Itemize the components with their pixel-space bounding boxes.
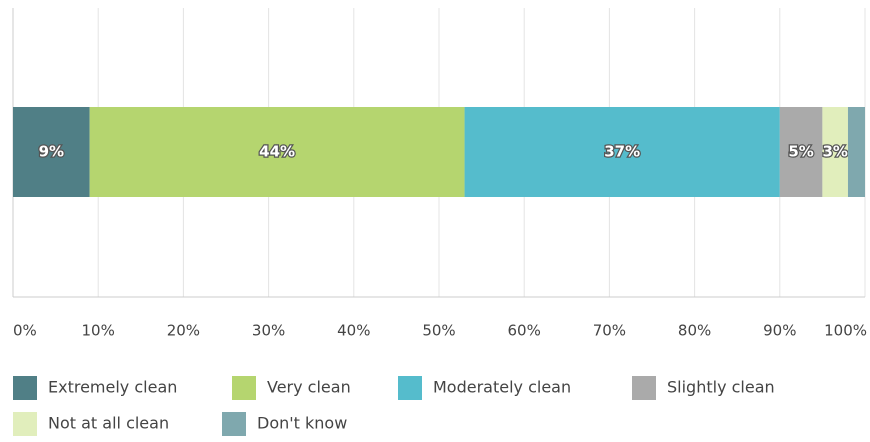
bar-segment: [822, 107, 848, 197]
legend-label: Slightly clean: [667, 378, 775, 397]
x-tick-label: 100%: [824, 322, 867, 340]
bar-segment: [464, 107, 780, 197]
legend-swatch: [398, 376, 422, 400]
x-tick-label: 50%: [422, 322, 455, 340]
x-tick-label: 10%: [82, 322, 115, 340]
x-tick-label: 80%: [678, 322, 711, 340]
legend-label: Extremely clean: [48, 378, 177, 397]
legend-swatch: [222, 412, 246, 436]
x-tick-label: 70%: [593, 322, 626, 340]
legend-label: Don't know: [257, 414, 347, 433]
legend-label: Moderately clean: [433, 378, 571, 397]
data-label: 44%: [259, 143, 295, 161]
x-tick-label: 40%: [337, 322, 370, 340]
data-label: 3%: [822, 143, 847, 161]
data-label: 5%: [788, 143, 813, 161]
legend-swatch: [13, 376, 37, 400]
bar-segment: [847, 107, 865, 197]
legend-label: Very clean: [267, 378, 351, 397]
x-tick-label: 0%: [13, 322, 37, 340]
x-tick-label: 60%: [508, 322, 541, 340]
legend-swatch: [232, 376, 256, 400]
legend-swatch: [632, 376, 656, 400]
x-tick-label: 20%: [167, 322, 200, 340]
x-tick-label: 90%: [763, 322, 796, 340]
bar-segment: [13, 107, 90, 197]
legend-label: Not at all clean: [48, 414, 169, 433]
bar-segment: [89, 107, 465, 197]
x-tick-label: 30%: [252, 322, 285, 340]
data-label: 37%: [604, 143, 640, 161]
data-label: 9%: [39, 143, 64, 161]
legend-swatch: [13, 412, 37, 436]
bar-segment: [779, 107, 823, 197]
